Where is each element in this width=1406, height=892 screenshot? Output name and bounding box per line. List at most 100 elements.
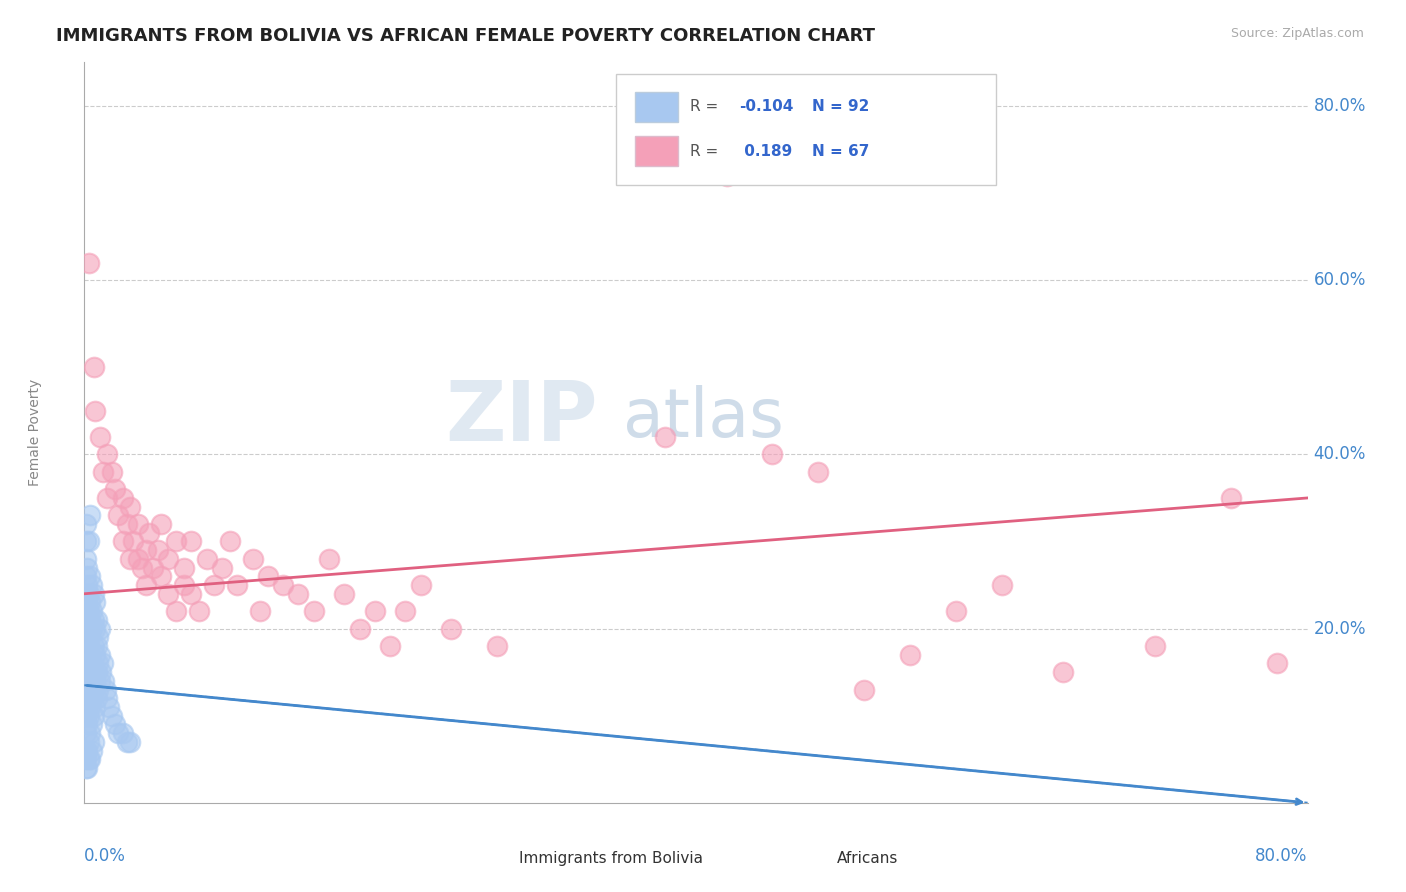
Point xyxy=(76,648,98,662)
Point xyxy=(97,700,120,714)
Point xyxy=(101,465,124,479)
Point xyxy=(86,665,108,680)
Point xyxy=(115,517,138,532)
Point xyxy=(77,622,100,636)
Text: 60.0%: 60.0% xyxy=(1313,271,1367,289)
Point xyxy=(83,587,105,601)
Point xyxy=(761,447,783,461)
Point xyxy=(1265,657,1288,671)
Point xyxy=(807,465,830,479)
Point xyxy=(318,552,340,566)
Point xyxy=(898,648,921,662)
Point xyxy=(180,587,202,601)
Point xyxy=(84,622,107,636)
Point xyxy=(122,534,145,549)
Point xyxy=(75,622,97,636)
Bar xyxy=(636,136,678,166)
Point xyxy=(135,543,157,558)
Point xyxy=(80,717,103,731)
Point xyxy=(853,682,876,697)
Point xyxy=(84,595,107,609)
Point xyxy=(76,578,98,592)
Point xyxy=(165,604,187,618)
Point xyxy=(257,569,280,583)
Text: Immigrants from Bolivia: Immigrants from Bolivia xyxy=(519,851,703,866)
Point xyxy=(83,665,105,680)
Point xyxy=(349,622,371,636)
Point xyxy=(107,508,129,523)
Point xyxy=(242,552,264,566)
Point xyxy=(364,604,387,618)
Point xyxy=(79,648,101,662)
Point xyxy=(76,682,98,697)
Point xyxy=(75,604,97,618)
Point xyxy=(1143,639,1166,653)
Point xyxy=(75,673,97,688)
Text: -0.104: -0.104 xyxy=(738,99,793,114)
Point xyxy=(84,648,107,662)
Point xyxy=(77,673,100,688)
Point xyxy=(271,578,294,592)
Text: Female Poverty: Female Poverty xyxy=(28,379,42,486)
Point xyxy=(83,708,105,723)
Point xyxy=(90,665,112,680)
Point xyxy=(654,430,676,444)
Point xyxy=(79,508,101,523)
Point xyxy=(101,708,124,723)
Point xyxy=(202,578,225,592)
Point xyxy=(75,534,97,549)
Point xyxy=(77,708,100,723)
Point xyxy=(111,726,134,740)
Bar xyxy=(470,851,506,867)
Point xyxy=(226,578,249,592)
Point xyxy=(440,622,463,636)
Point xyxy=(409,578,432,592)
Point xyxy=(79,613,101,627)
Point xyxy=(394,604,416,618)
Point xyxy=(96,447,118,461)
Text: 0.189: 0.189 xyxy=(738,144,792,159)
Point xyxy=(79,682,101,697)
Point xyxy=(75,587,97,601)
Point xyxy=(87,657,110,671)
Point xyxy=(75,761,97,775)
Text: R =: R = xyxy=(690,99,723,114)
Point xyxy=(83,360,105,375)
Point xyxy=(75,552,97,566)
Point xyxy=(80,578,103,592)
Text: R =: R = xyxy=(690,144,723,159)
Text: 0.0%: 0.0% xyxy=(84,847,127,865)
Point xyxy=(76,700,98,714)
Point xyxy=(127,552,149,566)
Point xyxy=(84,700,107,714)
Point xyxy=(80,622,103,636)
Point xyxy=(211,560,233,574)
Point xyxy=(120,552,142,566)
Point xyxy=(77,534,100,549)
Text: Africans: Africans xyxy=(837,851,898,866)
Point xyxy=(79,595,101,609)
Point xyxy=(89,430,111,444)
Text: N = 92: N = 92 xyxy=(813,99,869,114)
Point xyxy=(77,657,100,671)
Point xyxy=(111,491,134,505)
Point xyxy=(120,735,142,749)
Point xyxy=(1220,491,1243,505)
Point xyxy=(173,578,195,592)
Point xyxy=(80,657,103,671)
Point xyxy=(195,552,218,566)
Point xyxy=(75,708,97,723)
Point xyxy=(180,534,202,549)
Point xyxy=(84,673,107,688)
Point xyxy=(75,752,97,766)
Text: 80.0%: 80.0% xyxy=(1256,847,1308,865)
Point xyxy=(157,587,180,601)
Point xyxy=(716,169,738,183)
FancyBboxPatch shape xyxy=(616,73,995,185)
Point xyxy=(79,665,101,680)
Point xyxy=(142,560,165,574)
Text: 20.0%: 20.0% xyxy=(1313,620,1367,638)
Point xyxy=(79,700,101,714)
Point xyxy=(77,691,100,706)
Point xyxy=(1052,665,1074,680)
